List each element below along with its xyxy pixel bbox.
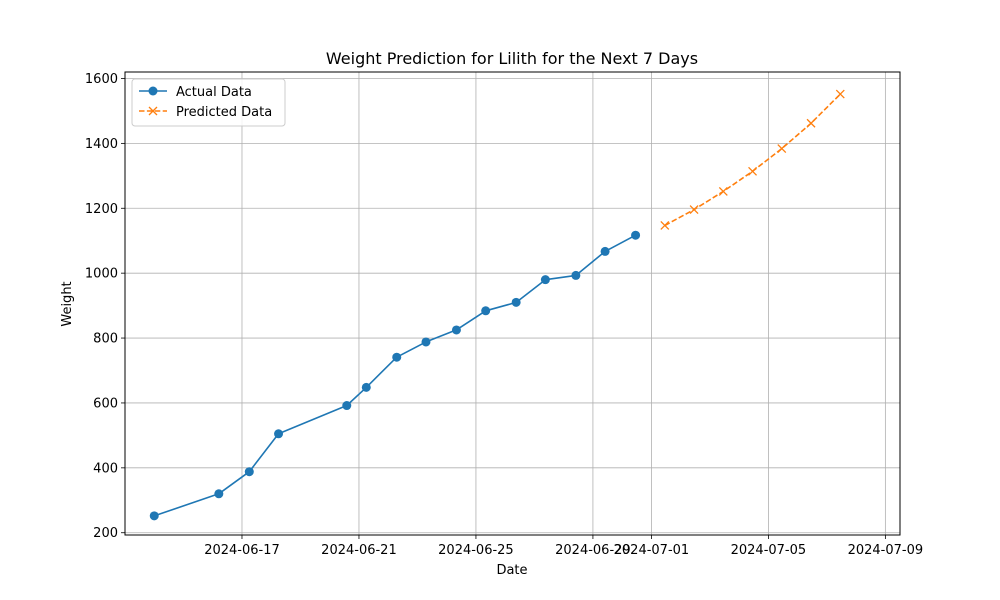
- y-tick-label: 200: [93, 526, 118, 541]
- x-tick-label: 2024-07-09: [848, 543, 924, 558]
- predicted-data-point: [660, 221, 670, 230]
- actual-data-point: [244, 467, 254, 477]
- x-tick-label: 2024-06-17: [204, 543, 280, 558]
- legend-actual-marker: [148, 86, 158, 96]
- y-tick-label: 1200: [85, 202, 118, 217]
- actual-data-point: [631, 230, 641, 240]
- grid: [125, 72, 900, 535]
- y-tick-label: 1000: [85, 267, 118, 282]
- plot-area-frame: [124, 71, 901, 536]
- y-tick-label: 600: [93, 396, 118, 411]
- axis-ticks: 2024-06-17 2024-06-21 2024-06-25 2024-06-29…: [85, 72, 923, 558]
- predicted-data-point: [748, 166, 758, 176]
- actual-data-point: [571, 270, 581, 280]
- x-tick-label: 2024-07-01: [614, 543, 690, 558]
- legend: Actual Data Predicted Data: [131, 78, 286, 127]
- x-tick-label: 2024-06-21: [321, 543, 397, 558]
- actual-data-point: [481, 306, 491, 316]
- actual-data-point: [600, 246, 610, 256]
- x-tick-label: 2024-06-29: [555, 543, 631, 558]
- legend-predicted-marker: [148, 106, 158, 116]
- x-axis-title: Date: [496, 563, 527, 578]
- y-axis-title: Weight: [60, 281, 75, 326]
- actual-data-point: [392, 352, 402, 362]
- x-tick-label: 2024-06-25: [438, 543, 514, 558]
- actual-data-point: [274, 429, 284, 439]
- actual-data-point: [149, 511, 159, 521]
- actual-data-point: [451, 325, 461, 335]
- predicted-data-point: [689, 205, 699, 215]
- predicted-data-point: [835, 89, 845, 99]
- legend-box: [131, 78, 286, 127]
- actual-data-point: [214, 489, 224, 499]
- actual-data-point: [511, 297, 521, 307]
- predicted-data-point: [777, 144, 787, 154]
- legend-predicted-label: Predicted Data: [176, 105, 272, 120]
- actual-data-point: [540, 275, 550, 285]
- y-tick-label: 800: [93, 332, 118, 347]
- y-tick-label: 1400: [85, 137, 118, 152]
- predicted-data-point: [806, 118, 816, 128]
- actual-data-point: [342, 401, 352, 411]
- y-tick-label: 400: [93, 461, 118, 476]
- x-tick-label: 2024-07-05: [731, 543, 807, 558]
- actual-data-point: [361, 382, 371, 392]
- plot-series: [149, 89, 845, 521]
- predicted-data-point: [718, 186, 728, 196]
- legend-actual-label: Actual Data: [176, 85, 252, 100]
- y-tick-label: 1600: [85, 72, 118, 87]
- actual-data-point: [421, 337, 431, 347]
- chart-title: Weight Prediction for Lilith for the Nex…: [326, 49, 698, 68]
